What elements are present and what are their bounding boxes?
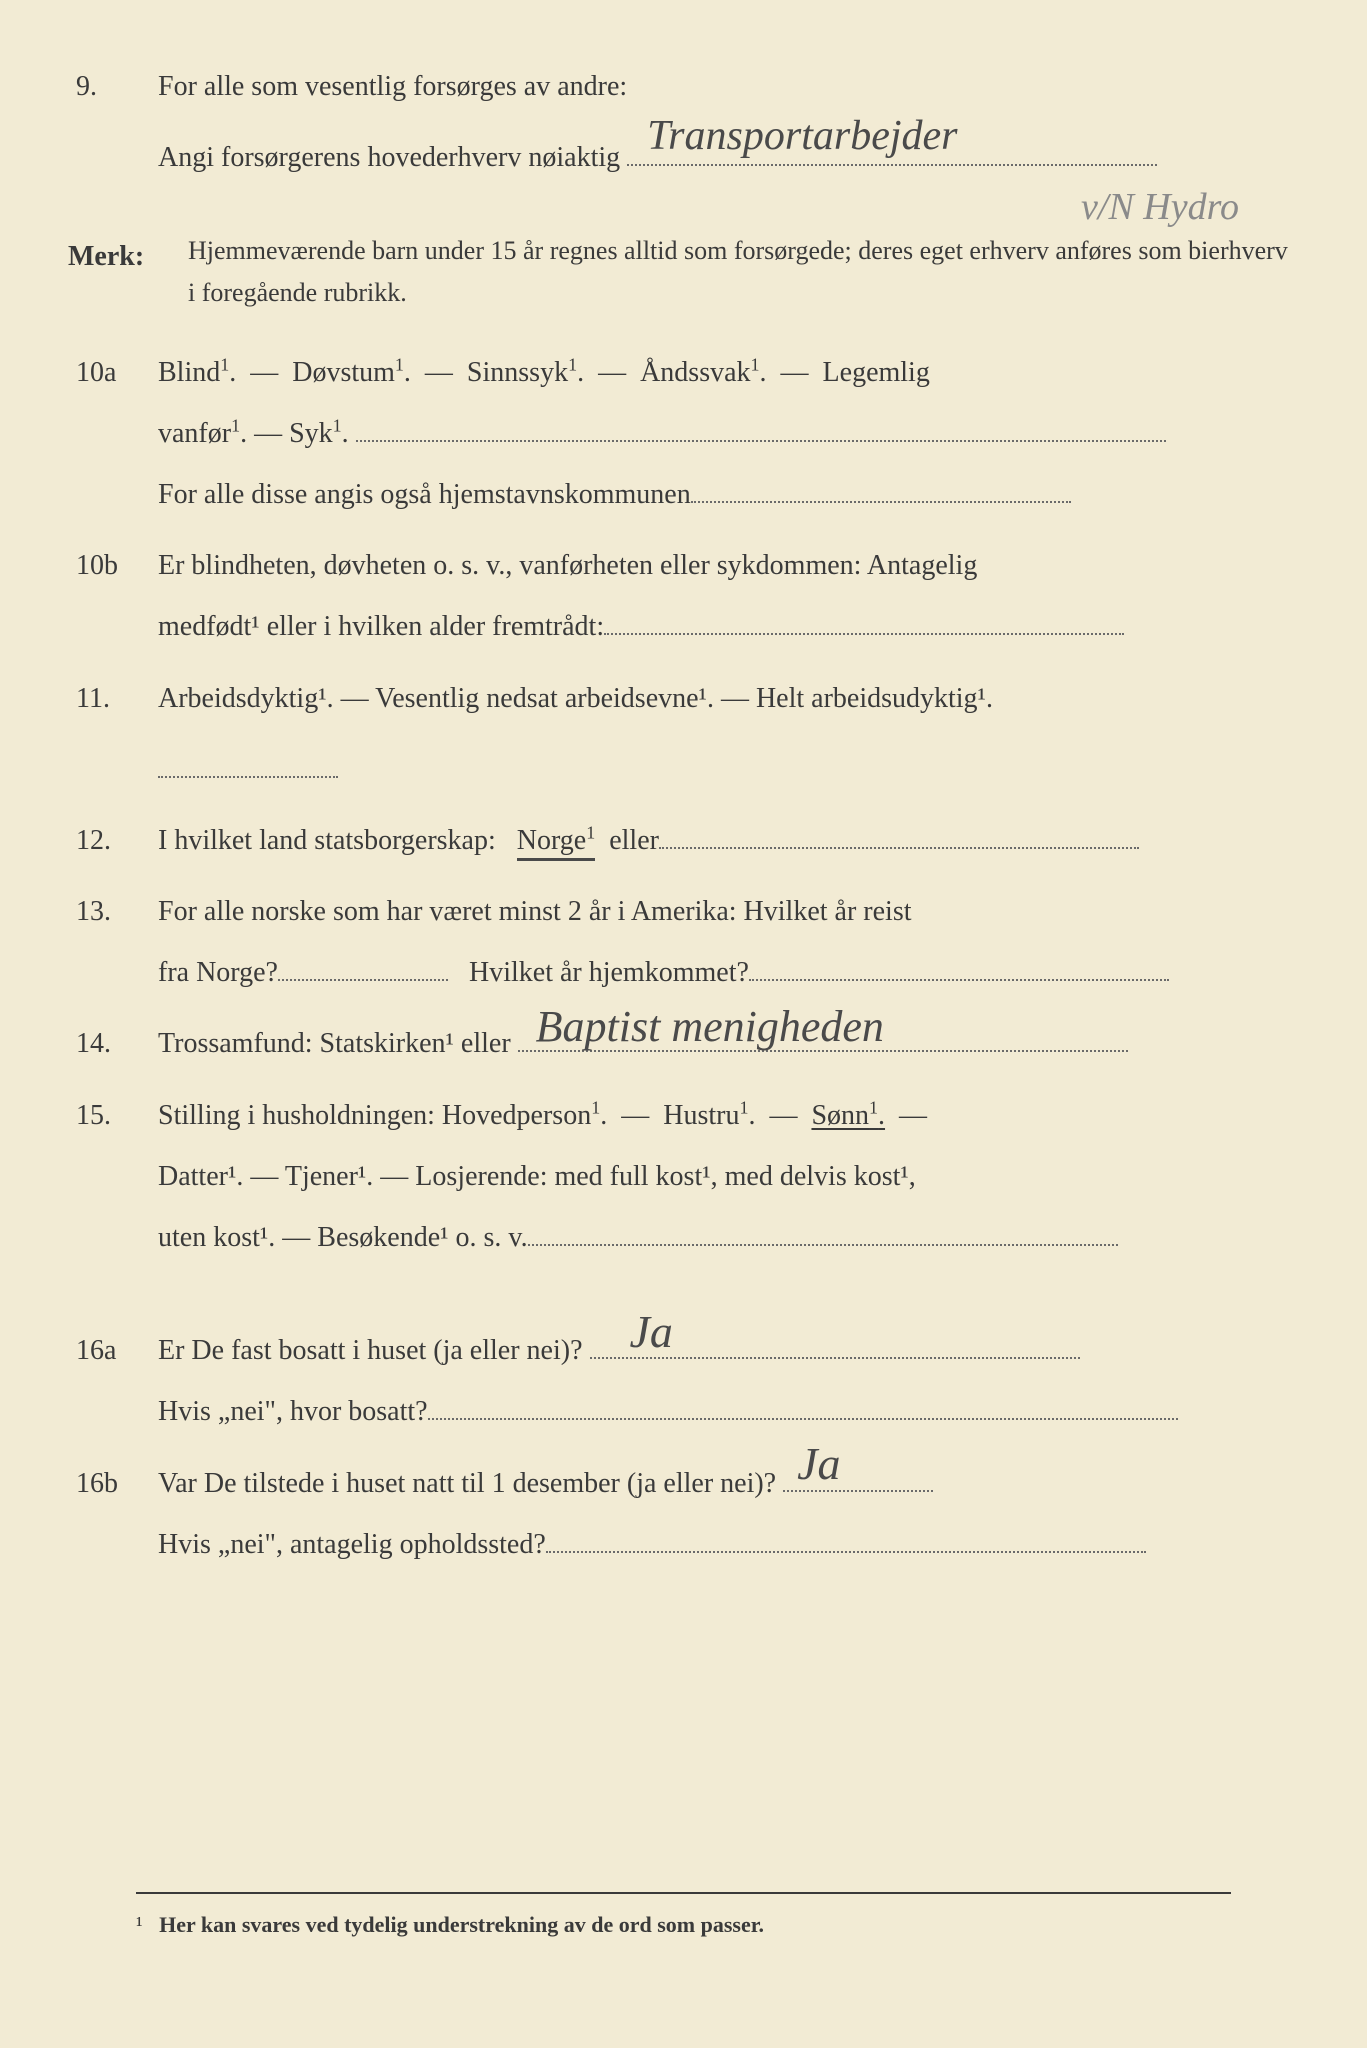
q11-text: Arbeidsdyktig¹. — Vesentlig nedsat arbei…	[158, 672, 1299, 725]
q14-fill: Baptist menigheden	[518, 1019, 1128, 1053]
q16b-fill: Ja	[783, 1458, 933, 1492]
q16b-row2: Hvis „nei", antagelig opholdssted?	[68, 1518, 1299, 1571]
q10a-line2: vanfør1. — Syk1.	[158, 407, 1299, 460]
q9-fill: Transportarbejder	[627, 133, 1157, 167]
q10b-line1: Er blindheten, døvheten o. s. v., vanfør…	[158, 539, 1299, 592]
q10a-number: 10a	[68, 346, 158, 399]
q11-fill	[68, 743, 1299, 796]
q10a-row2: vanfør1. — Syk1.	[68, 407, 1299, 460]
q16a-row1: 16a Er De fast bosatt i huset (ja eller …	[68, 1324, 1299, 1377]
q10a-line3: For alle disse angis også hjemstavnskomm…	[158, 479, 691, 510]
q9-line2-prefix: Angi forsørgerens hovederhverv nøiaktig	[158, 142, 620, 173]
q15-sonn-underlined: Sønn1.	[811, 1100, 885, 1131]
q14-number: 14.	[68, 1017, 158, 1070]
q15-line2: Datter¹. — Tjener¹. — Losjerende: med fu…	[158, 1150, 1299, 1203]
q9-row2: Angi forsørgerens hovederhverv nøiaktig …	[68, 131, 1299, 184]
q9-handwritten1: Transportarbejder	[647, 97, 957, 177]
q16b-line1: Var De tilstede i huset natt til 1 desem…	[158, 1468, 776, 1499]
q16a-number: 16a	[68, 1324, 158, 1377]
q16a-line1: Er De fast bosatt i huset (ja eller nei)…	[158, 1335, 583, 1366]
q10b-line2: medfødt¹ eller i hvilken alder fremtrådt…	[158, 611, 604, 642]
q13-line1: For alle norske som har været minst 2 år…	[158, 885, 1299, 938]
q11-row: 11. Arbeidsdyktig¹. — Vesentlig nedsat a…	[68, 672, 1299, 725]
q10b-row2: medfødt¹ eller i hvilken alder fremtrådt…	[68, 600, 1299, 653]
q11-number: 11.	[68, 672, 158, 725]
footnote: ¹ Her kan svares ved tydelig understrekn…	[136, 1892, 1231, 1938]
q10a-row1: 10a Blind1. — Døvstum1. — Sinnssyk1. — Å…	[68, 346, 1299, 399]
q12-suffix: eller	[609, 825, 659, 856]
q16a-line2: Hvis „nei", hvor bosatt?	[158, 1396, 428, 1427]
q16b-number: 16b	[68, 1457, 158, 1510]
q15-row2: Datter¹. — Tjener¹. — Losjerende: med fu…	[68, 1150, 1299, 1203]
q15-row1: 15. Stilling i husholdningen: Hovedperso…	[68, 1089, 1299, 1142]
q13-row1: 13. For alle norske som har været minst …	[68, 885, 1299, 938]
q16b-handwritten: Ja	[797, 1420, 840, 1507]
q9-number: 9.	[68, 60, 158, 113]
q10a-row3: For alle disse angis også hjemstavnskomm…	[68, 468, 1299, 521]
q14-handwritten: Baptist menigheden	[536, 985, 884, 1069]
q15-line1a: Stilling i husholdningen: Hovedperson	[158, 1100, 591, 1131]
q9-handwritten2: v/N Hydro	[1081, 171, 1239, 243]
q12-norge: Norge1	[517, 825, 595, 861]
q10b-number: 10b	[68, 539, 158, 592]
q13-number: 13.	[68, 885, 158, 938]
q16a-handwritten: Ja	[630, 1288, 673, 1375]
census-form-page: 9. For alle som vesentlig forsørges av a…	[68, 60, 1299, 2008]
q13-line2b: Hvilket år hjemkommet?	[469, 957, 749, 988]
q14-prefix: Trossamfund: Statskirken¹ eller	[158, 1028, 511, 1059]
q12-row: 12. I hvilket land statsborgerskap: Norg…	[68, 814, 1299, 867]
q14-row: 14. Trossamfund: Statskirken¹ eller Bapt…	[68, 1017, 1299, 1070]
footnote-text: Her kan svares ved tydelig understreknin…	[159, 1912, 764, 1937]
q15-number: 15.	[68, 1089, 158, 1142]
q15-line1b: Hustru	[663, 1100, 739, 1131]
q13-line2a: fra Norge?	[158, 957, 278, 988]
q10b-row1: 10b Er blindheten, døvheten o. s. v., va…	[68, 539, 1299, 592]
q12-number: 12.	[68, 814, 158, 867]
footnote-marker: ¹	[136, 1912, 143, 1937]
q16b-row1: 16b Var De tilstede i huset natt til 1 d…	[68, 1457, 1299, 1510]
q16b-line2: Hvis „nei", antagelig opholdssted?	[158, 1529, 546, 1560]
merk-label: Merk:	[68, 230, 188, 283]
q10a-line1: Blind1. — Døvstum1. — Sinnssyk1. — Åndss…	[158, 346, 1299, 399]
q15-line3: uten kost¹. — Besøkende¹ o. s. v.	[158, 1222, 528, 1253]
q16a-row2: Hvis „nei", hvor bosatt?	[68, 1385, 1299, 1438]
q15-row3: uten kost¹. — Besøkende¹ o. s. v.	[68, 1211, 1299, 1264]
q16a-fill: Ja	[590, 1326, 1080, 1360]
q12-prefix: I hvilket land statsborgerskap:	[158, 825, 496, 856]
